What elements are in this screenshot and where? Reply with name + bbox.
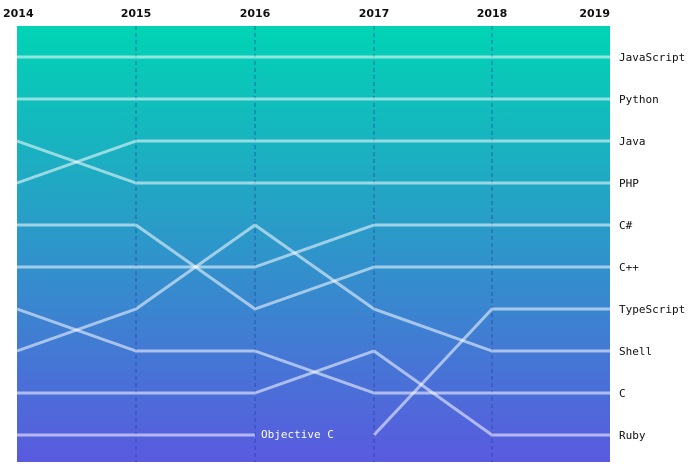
year-labels: 2014 2015 2016 2017 2018 2019 — [3, 7, 610, 20]
year-label-2015: 2015 — [121, 7, 152, 20]
series-lines — [16, 55, 610, 437]
legend-label-python: Python — [619, 93, 659, 106]
legend-label-typescript: TypeScript — [619, 303, 685, 316]
legend-label-c: C# — [619, 219, 633, 232]
legend-label-ruby: Ruby — [619, 429, 646, 442]
year-label-2014: 2014 — [3, 7, 34, 20]
legend-label-javascript: JavaScript — [619, 51, 685, 64]
language-labels: JavaScript Python Java PHP C# C++ TypeScript Sh… — [619, 51, 685, 442]
year-label-2019: 2019 — [579, 7, 610, 20]
series-line-php — [16, 139, 610, 185]
series-line-ruby — [17, 349, 610, 437]
year-label-2016: 2016 — [240, 7, 271, 20]
legend-label-java: Java — [619, 135, 646, 148]
legend-label-c: C — [619, 387, 626, 400]
series-line-java — [16, 139, 610, 185]
series-line-c — [17, 223, 610, 269]
annotations: Objective C — [261, 428, 334, 441]
series-line-c — [17, 223, 610, 311]
year-label-2018: 2018 — [477, 7, 508, 20]
legend-label-c: C++ — [619, 261, 639, 274]
legend-label-php: PHP — [619, 177, 639, 190]
plot-background — [17, 26, 610, 462]
year-label-2017: 2017 — [359, 7, 390, 20]
series-line-shell — [16, 223, 610, 353]
annotation-objective-c: Objective C — [261, 428, 334, 441]
legend-label-shell: Shell — [619, 345, 652, 358]
